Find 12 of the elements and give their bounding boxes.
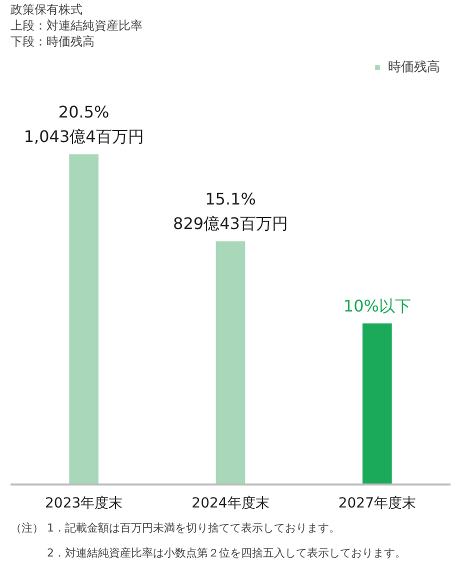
x-tick-label: 2023年度末 xyxy=(45,496,123,512)
chart-subtitle: 上段：対連結純資産比率 xyxy=(10,18,142,32)
data-label: 20.5% 1,043億4百万円 xyxy=(24,102,144,146)
x-tick-label: 2027年度末 xyxy=(338,496,416,512)
x-tick-label: 2024年度末 xyxy=(192,496,270,512)
data-label: 10%以下 xyxy=(343,296,411,316)
text: （注） 1．記載金額は百万円未満を切り捨てて表示しております。 xyxy=(10,522,340,534)
text: 2．対連結純資産比率は小数点第２位を四捨五入して表示しております。 xyxy=(10,546,406,560)
text: 下段：時価残高 xyxy=(10,34,94,48)
data-label: 15.1% 829億43百万円 xyxy=(173,190,288,234)
chart-title: 政策保有株式 xyxy=(10,2,82,16)
legend-label: 時価残高 xyxy=(388,59,440,76)
